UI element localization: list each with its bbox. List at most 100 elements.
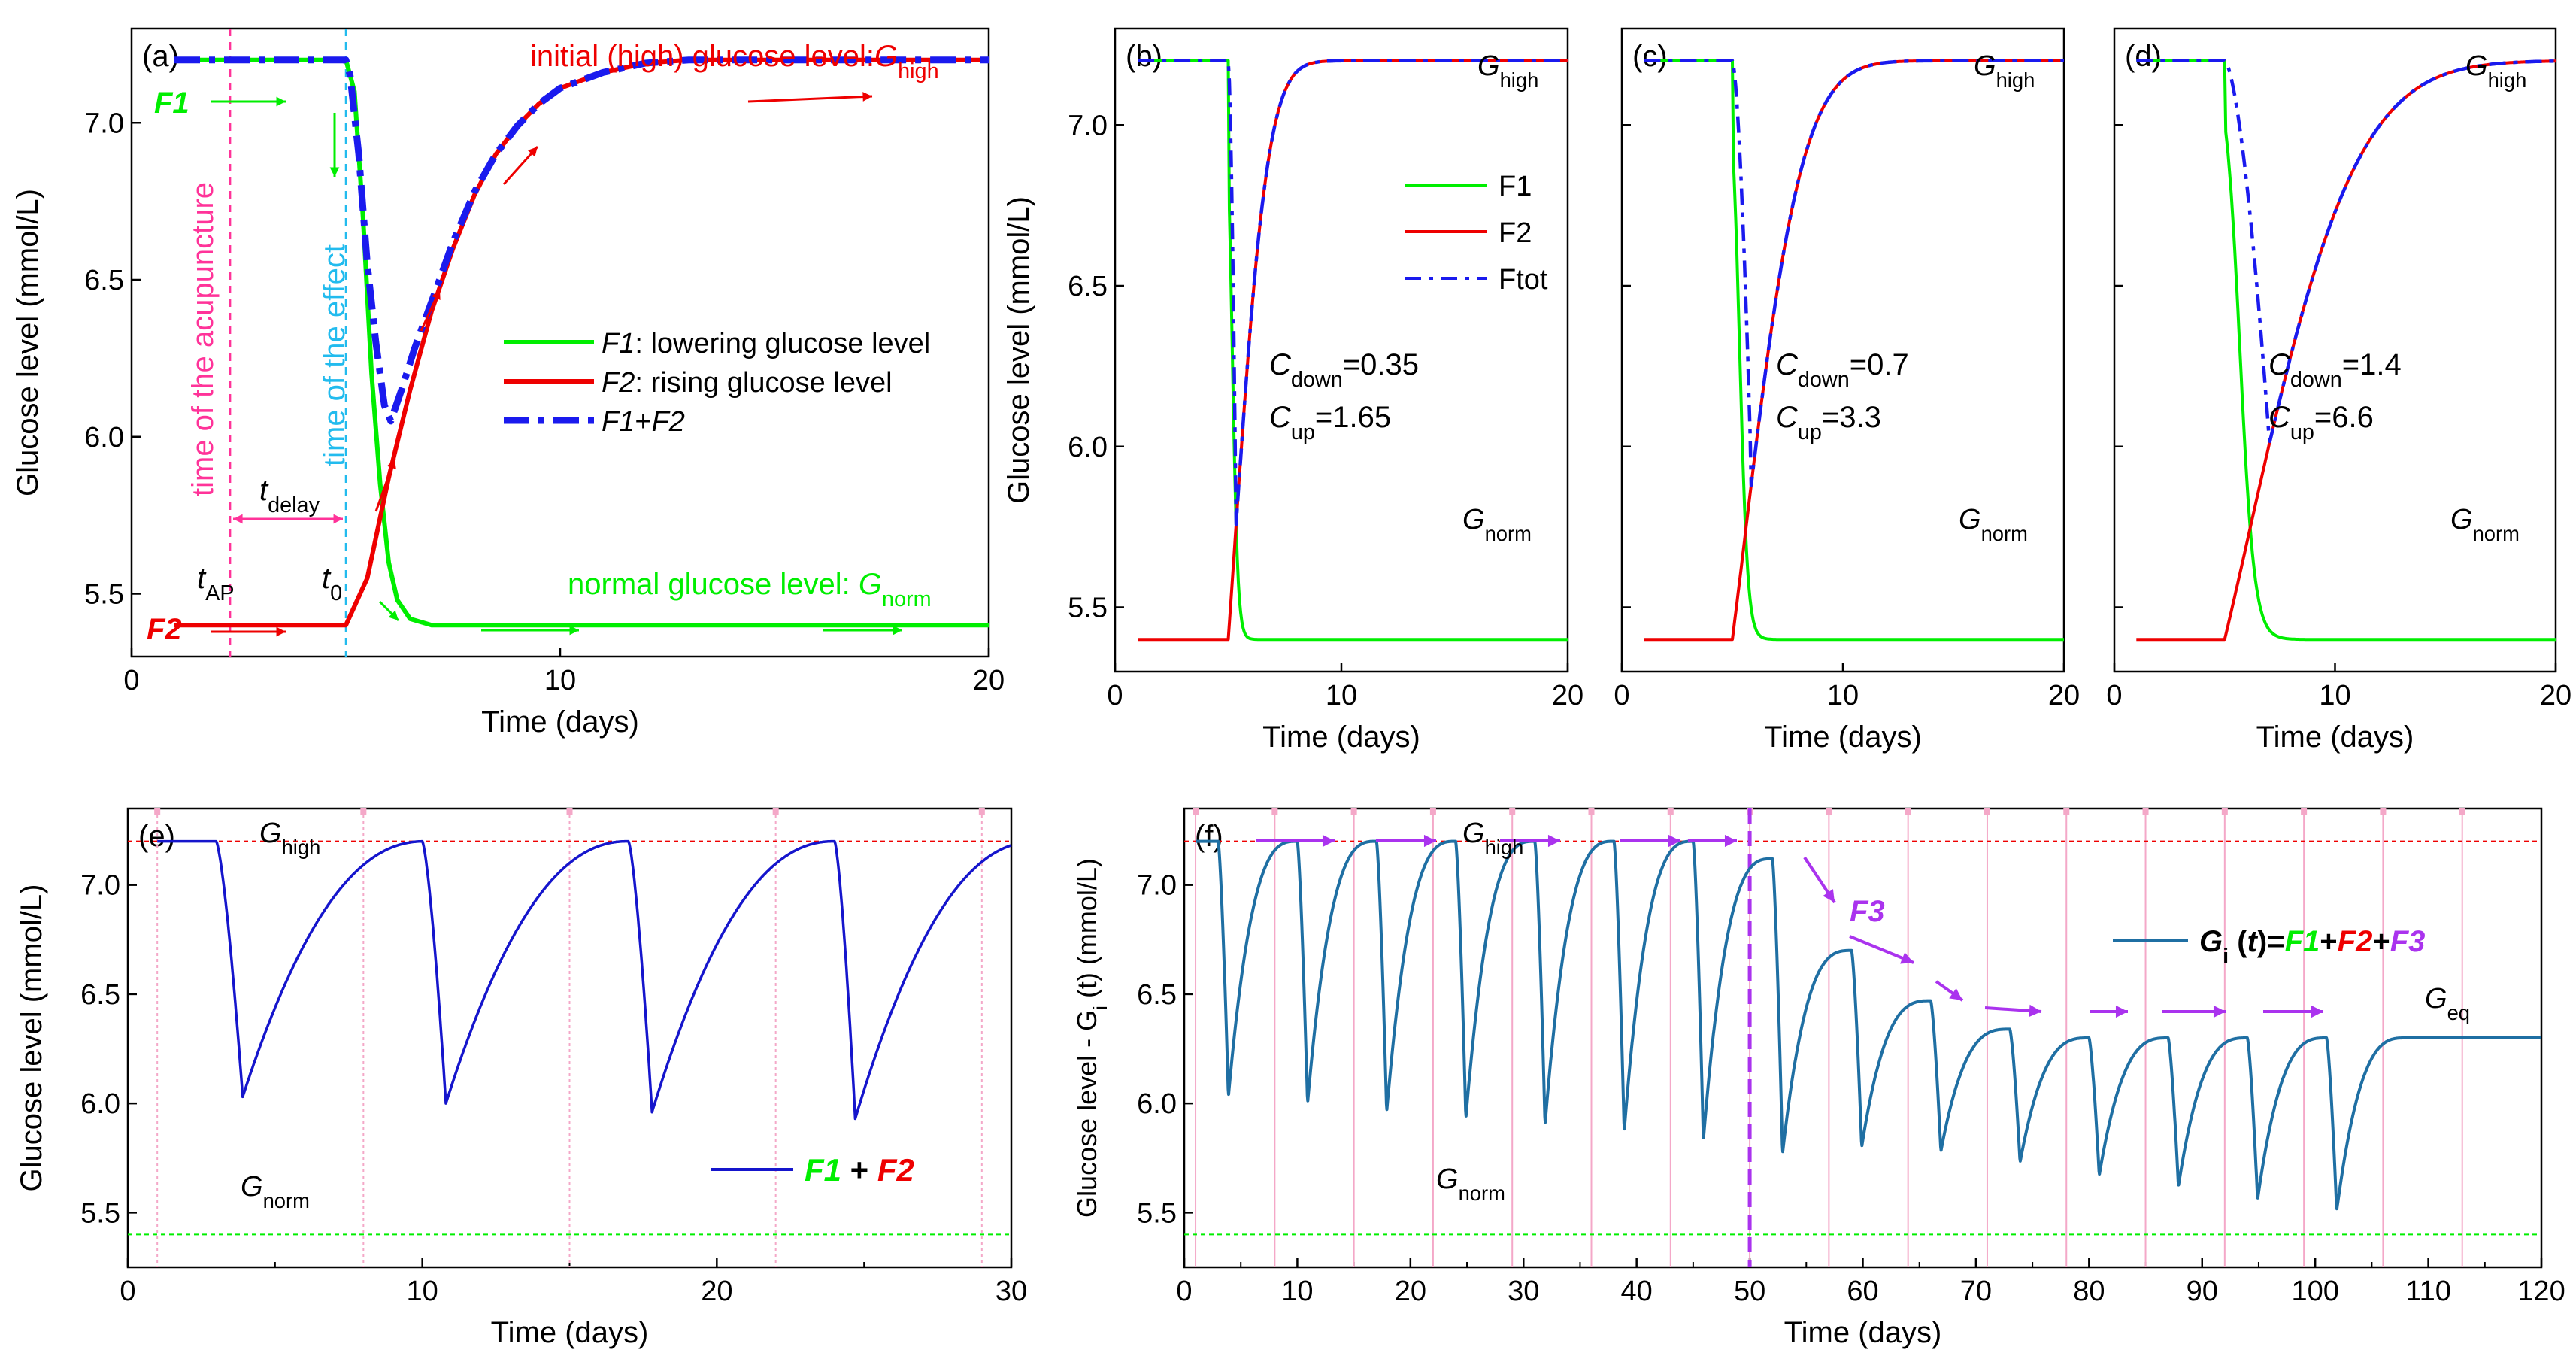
series-line-ftot [2135,59,2556,444]
param-c-down: Cdown=1.4 [2268,348,2402,392]
y-tick-label: 7.0 [84,108,124,139]
x-tick-label: 10 [2319,680,2350,711]
label-f1: F1 [154,86,189,120]
f3-arrow-11-head [2213,1005,2226,1018]
y-tick-label: 6.0 [84,422,124,454]
f3-arrow-2-head [1423,834,1436,848]
label-g-high: Ghigh [1462,818,1523,859]
acupuncture-marker [1667,808,1674,815]
acupuncture-marker [978,808,985,815]
legend-label: F1 [1499,171,1532,202]
y-tick-label: 7.0 [80,870,120,902]
x-tick-label: 80 [2073,1276,2105,1307]
param-c-down: Cdown=0.7 [1776,348,1909,392]
label-normal-glucose: normal glucose level: Gnorm [568,568,932,611]
acupuncture-marker [2459,808,2465,815]
f3-arrow-4-head [1668,834,1680,848]
x-axis-label: Time (days) [481,705,639,739]
x-tick-label: 10 [1281,1276,1313,1307]
x-tick-label: 60 [1847,1276,1878,1307]
legend-label: F2 [1499,217,1532,249]
series-line-f2 [2135,59,2556,642]
acupuncture-marker [2301,808,2308,815]
label-g-high: Ghigh [1477,50,1538,92]
y-tick-label: 6.5 [1137,979,1177,1011]
series-line-f1-f2 [174,56,989,425]
y-tick-label: 5.5 [1137,1197,1177,1229]
x-tick-label: 20 [2048,680,2080,711]
x-axis-label: Time (days) [1784,1316,1942,1349]
label-g-eq: Geq [2425,983,2470,1024]
y-tick-label: 6.5 [80,979,120,1011]
panel-label: (c) [1632,40,1668,73]
acupuncture-marker [1826,808,1832,815]
x-tick-label: 70 [1960,1276,1992,1307]
y-tick-label: 5.5 [1068,593,1108,624]
y-tick-label: 6.0 [80,1088,120,1120]
series-line-f1 [174,57,989,628]
label-g-norm: Gnorm [1436,1163,1505,1205]
label-acupuncture-time: time of the acupuncture [186,182,220,496]
label-f2: F2 [147,613,182,646]
x-tick-label: 0 [120,1276,135,1307]
acupuncture-marker [2380,808,2387,815]
label-t-delay: tdelay [259,474,320,517]
acupuncture-marker [2063,808,2070,815]
y-axis-label: Glucose level (mmol/L) [15,884,48,1191]
f3-arrow-3-head [1547,834,1560,848]
param-c-up: Cup=1.65 [1269,401,1391,444]
legend-label: F1+F2 [602,406,685,438]
y-tick-label: 6.5 [1068,271,1108,302]
x-tick-label: 120 [2517,1276,2565,1307]
acupuncture-marker [772,808,779,815]
y-tick-label: 5.5 [84,579,124,611]
arrow-f2-flow-3-head [432,290,441,300]
x-axis-label: Time (days) [1764,720,1922,754]
x-tick-label: 20 [973,665,1005,696]
acupuncture-marker [154,808,161,815]
x-tick-label: 30 [996,1276,1027,1307]
acupuncture-marker [1429,808,1436,815]
series-line-total [1194,839,2543,1211]
x-tick-label: 50 [1734,1276,1765,1307]
y-tick-label: 6.0 [1137,1088,1177,1120]
x-tick-label: 10 [544,665,576,696]
acupuncture-marker [566,808,573,815]
panel-label: (e) [138,820,175,853]
arrow-f1-flow-1-head [276,96,286,107]
legend-label: Gi (t)=F1+F2+F3 [2199,925,2425,969]
arrow-f1-flow-4-head [569,625,579,636]
x-tick-label: 10 [1326,680,1357,711]
x-axis-label: Time (days) [1262,720,1420,754]
arrow-f2-flow-5-head [862,92,872,102]
x-tick-label: 110 [2405,1276,2451,1307]
acupuncture-marker [1905,808,1911,815]
series-line-f1 [1643,59,2065,642]
acupuncture-marker [2142,808,2149,815]
x-tick-label: 20 [2540,680,2571,711]
param-c-up: Cup=3.3 [1776,401,1881,444]
arrow-f2-flow-4-head [527,147,538,157]
plot-frame [2113,27,2557,673]
label-t-ap: tAP [197,562,235,605]
series-line-ftot [1643,59,2065,487]
y-axis-label: Glucose level - Gi (t) (mmol/L) [1071,858,1111,1218]
f3-arrow-12-head [2311,1005,2323,1018]
y-tick-label: 6.5 [84,265,124,296]
x-tick-label: 10 [407,1276,438,1307]
x-axis-label: Time (days) [491,1316,649,1349]
f3-arrow-6-head [1823,889,1835,902]
acupuncture-marker [1509,808,1516,815]
x-tick-label: 100 [2291,1276,2338,1307]
f3-arrow-10-head [2115,1005,2128,1018]
label-f3: F3 [1850,895,1885,928]
label-initial-glucose: initial (high) glucose level:Ghigh [530,40,939,83]
f3-arrow-9-head [2029,1004,2041,1018]
x-tick-label: 20 [1552,680,1583,711]
x-tick-label: 0 [1176,1276,1192,1307]
label-g-high: Ghigh [2465,50,2526,92]
x-tick-label: 0 [123,665,139,696]
label-effect-time: time of the effect [318,244,351,466]
panel-label: (d) [2125,40,2162,73]
y-tick-label: 7.0 [1137,870,1177,902]
